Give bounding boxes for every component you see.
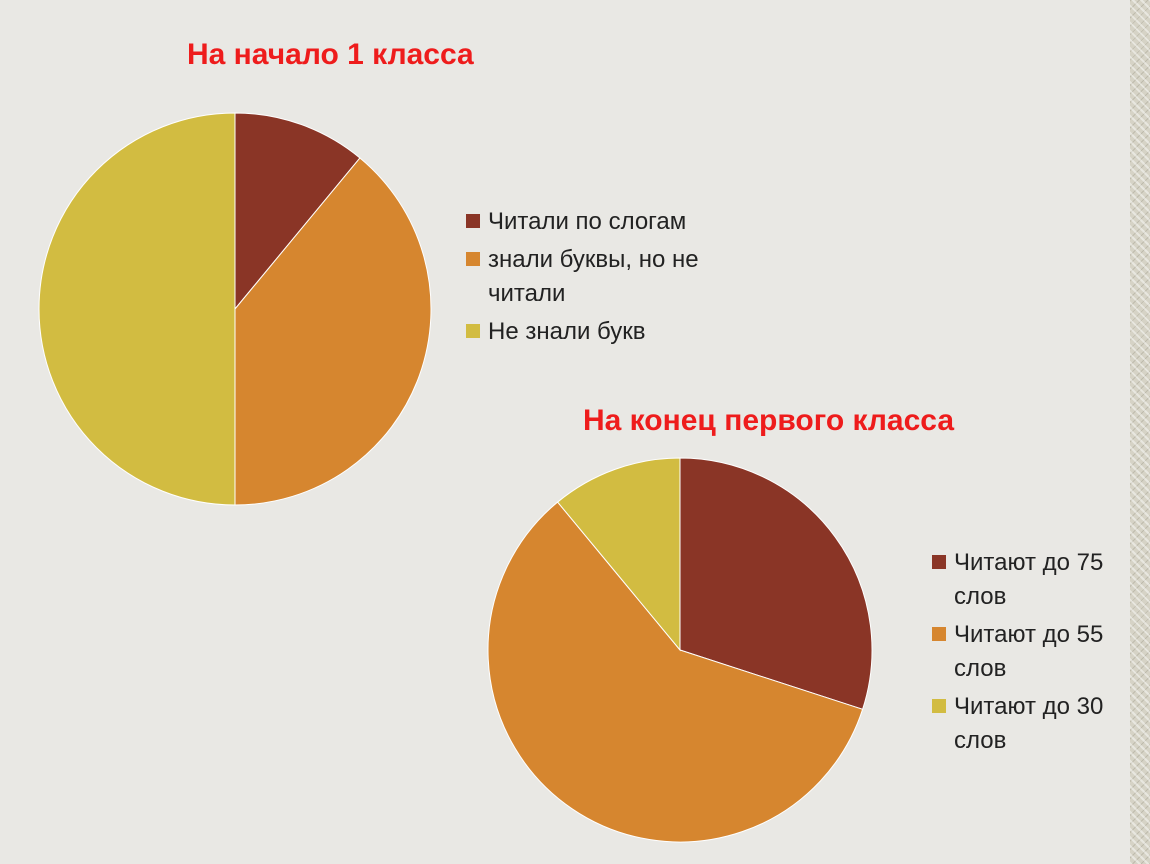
- chart-2-legend-item-2: Читают до 55 слов: [932, 618, 1132, 686]
- chart-2-legend-swatch-1: [932, 555, 946, 569]
- chart-1-legend-item-3: Не знали букв: [466, 315, 706, 349]
- chart-1-legend-label-2: знали буквы, но не читали: [488, 246, 699, 307]
- chart-1-slice-2: [234, 157, 432, 506]
- chart-1-legend-swatch-3: [466, 324, 480, 338]
- chart-2-legend-swatch-3: [932, 699, 946, 713]
- chart-1-legend-swatch-2: [466, 252, 480, 266]
- chart-1-legend-item-1: Читали по слогам: [466, 205, 706, 239]
- chart-1-legend-label-3: Не знали букв: [488, 318, 646, 345]
- chart-2-legend-label-1: Читают до 75 слов: [954, 549, 1104, 610]
- chart-1-slice-3: [38, 112, 236, 506]
- chart-2-title: На конец первого класса: [583, 404, 955, 437]
- chart-2-legend: Читают до 75 слов Читают до 55 слов Читают…: [932, 546, 1132, 762]
- chart-2-slice-3: [556, 457, 681, 652]
- chart-2-pie: [487, 457, 873, 843]
- chart-1-title: На начало 1 класса: [187, 38, 474, 71]
- chart-2-legend-label-3: Читают до 30 слов: [954, 693, 1104, 754]
- chart-1-slice-1: [234, 112, 361, 311]
- chart-1-legend-swatch-1: [466, 214, 480, 228]
- chart-1-legend-item-2: знали буквы, но не читали: [466, 243, 706, 311]
- chart-2-legend-label-2: Читают до 55 слов: [954, 621, 1104, 682]
- chart-2-slice-1: [679, 457, 873, 710]
- chart-1-pie: [38, 112, 432, 506]
- chart-2-slice-2: [487, 501, 864, 843]
- decorative-side-strip: [1130, 0, 1150, 864]
- chart-2-legend-item-3: Читают до 30 слов: [932, 690, 1132, 758]
- chart-2-legend-item-1: Читают до 75 слов: [932, 546, 1132, 614]
- chart-2-legend-swatch-2: [932, 627, 946, 641]
- chart-1-legend: Читали по слогам знали буквы, но не читал…: [466, 205, 706, 353]
- chart-1-legend-label-1: Читали по слогам: [488, 208, 687, 235]
